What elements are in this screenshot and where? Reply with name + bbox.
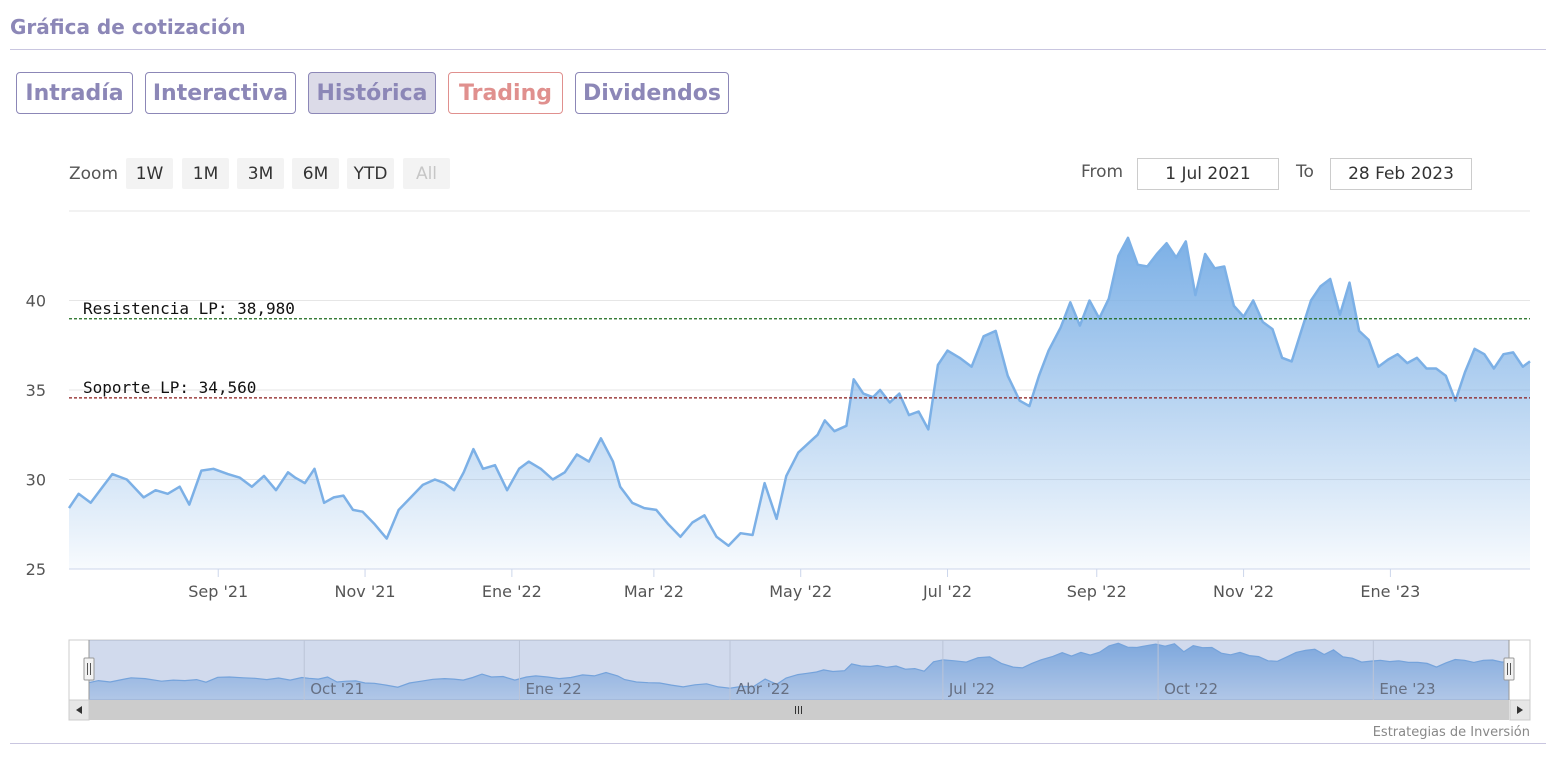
x-tick-label: May '22 (769, 582, 832, 601)
tab-trading[interactable]: Trading (448, 72, 563, 114)
x-tick-label: Ene '22 (482, 582, 542, 601)
zoom-1w-button[interactable]: 1W (126, 158, 173, 189)
credits-label: Estrategias de Inversión (1373, 725, 1530, 740)
zoom-1m-button[interactable]: 1M (182, 158, 229, 189)
page-title: Gráfica de cotización (10, 15, 246, 39)
x-tick-label: Nov '22 (1213, 582, 1274, 601)
x-tick-label: Sep '21 (188, 582, 248, 601)
navigator-tick-label: Ene '23 (1379, 680, 1435, 698)
zoom-3m-button[interactable]: 3M (237, 158, 284, 189)
navigator-series-line (88, 642, 1510, 689)
resistance-label: Resistencia LP: 38,980 (83, 299, 295, 318)
navigator-series-area (89, 643, 1509, 700)
to-date-input[interactable]: 28 Feb 2023 (1330, 158, 1472, 190)
y-tick-label: 40 (26, 292, 46, 311)
navigator-tick-label: Ene '22 (525, 680, 581, 698)
x-tick-label: Ene '23 (1360, 582, 1420, 601)
y-tick-label: 30 (26, 471, 46, 490)
zoom-all-button[interactable]: All (403, 158, 450, 189)
x-tick-label: Mar '22 (624, 582, 684, 601)
navigator-left-handle[interactable] (83, 657, 95, 681)
tab-intradia[interactable]: Intradía (16, 72, 133, 114)
series-line (67, 236, 1531, 547)
zoom-label: Zoom (69, 164, 119, 184)
divider (10, 49, 1546, 50)
x-tick-label: Jul '22 (922, 582, 972, 601)
tab-interactiva[interactable]: Interactiva (145, 72, 296, 114)
zoom-ytd-button[interactable]: YTD (347, 158, 394, 189)
navigator-right-handle[interactable] (1503, 657, 1515, 681)
chevron-left-icon (76, 706, 82, 714)
navigator-mask (89, 640, 1509, 700)
zoom-6m-button[interactable]: 6M (292, 158, 339, 189)
navigator-tick-label: Abr '22 (736, 680, 790, 698)
tab-dividendos[interactable]: Dividendos (575, 72, 729, 114)
series-area (69, 237, 1530, 570)
tab-historica[interactable]: Histórica (308, 72, 436, 114)
support-label: Soporte LP: 34,560 (83, 378, 256, 397)
from-label: From (1081, 162, 1124, 182)
from-date-input[interactable]: 1 Jul 2021 (1137, 158, 1279, 190)
navigator-tick-label: Oct '22 (1164, 680, 1218, 698)
divider (10, 743, 1546, 744)
chevron-right-icon (1517, 706, 1523, 714)
y-tick-label: 25 (26, 560, 46, 579)
to-label: To (1296, 162, 1314, 182)
navigator-tick-label: Oct '21 (310, 680, 364, 698)
y-tick-label: 35 (26, 381, 46, 400)
x-tick-label: Nov '21 (335, 582, 396, 601)
navigator-tick-label: Jul '22 (948, 680, 995, 698)
x-tick-label: Sep '22 (1067, 582, 1127, 601)
